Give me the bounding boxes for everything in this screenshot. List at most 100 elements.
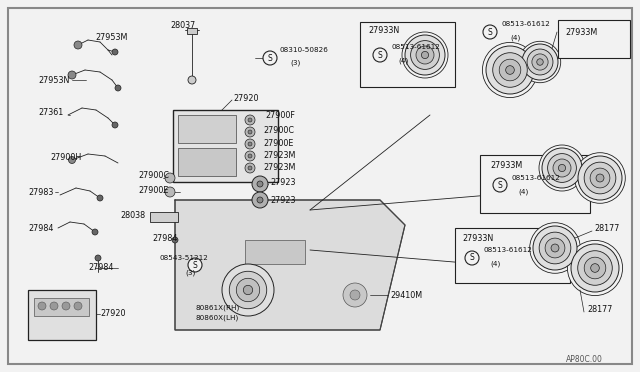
Text: 27933N: 27933N [462,234,493,243]
Circle shape [248,142,252,146]
Circle shape [343,283,367,307]
Circle shape [165,187,175,197]
Circle shape [537,59,543,65]
Circle shape [245,163,255,173]
Circle shape [591,264,599,272]
Bar [178,148,236,176]
Bar [173,110,278,182]
Circle shape [465,251,479,265]
Circle shape [545,238,565,258]
Text: 27361: 27361 [38,108,63,116]
Text: 27900E: 27900E [138,186,168,195]
Text: 27984: 27984 [88,263,113,273]
Circle shape [551,244,559,252]
Text: 27953N: 27953N [38,76,69,84]
Circle shape [74,302,82,310]
Text: 27923M: 27923M [263,151,296,160]
Circle shape [74,41,82,49]
Bar [245,240,305,264]
Circle shape [506,66,515,74]
Text: 08310-50826: 08310-50826 [280,47,329,53]
Circle shape [188,258,202,272]
Circle shape [165,173,175,183]
Circle shape [257,181,263,187]
Bar [28,290,96,340]
Circle shape [584,257,606,279]
Circle shape [172,237,178,243]
Circle shape [486,46,534,94]
Circle shape [373,48,387,62]
Circle shape [527,49,553,75]
Circle shape [248,118,252,122]
Bar [187,28,197,34]
Circle shape [248,130,252,134]
Circle shape [222,264,274,316]
Circle shape [245,127,255,137]
Text: (4): (4) [398,58,408,64]
Circle shape [499,59,521,81]
Text: (4): (4) [518,189,528,195]
Text: 27953M: 27953M [95,32,127,42]
Text: AP80C.00: AP80C.00 [566,356,603,365]
Circle shape [575,153,625,203]
Circle shape [188,76,196,84]
Circle shape [522,44,558,80]
Circle shape [590,168,610,188]
Text: 29410M: 29410M [390,291,422,299]
Circle shape [553,159,571,177]
Text: 27933M: 27933M [565,28,597,36]
Circle shape [493,178,507,192]
Text: 08513-61612: 08513-61612 [484,247,533,253]
Circle shape [257,197,263,203]
Circle shape [115,85,121,91]
Text: S: S [488,28,492,36]
Text: 27920: 27920 [233,93,259,103]
Bar [360,22,455,87]
Circle shape [236,278,260,302]
Text: 27923: 27923 [270,177,296,186]
Bar [34,298,89,316]
Circle shape [568,240,623,296]
Circle shape [533,226,577,270]
Circle shape [112,49,118,55]
Circle shape [245,151,255,161]
Text: 80861X(RH): 80861X(RH) [195,305,239,311]
Circle shape [542,148,582,188]
Text: 27900H: 27900H [50,153,81,161]
Text: 27923M: 27923M [263,163,296,171]
Circle shape [539,145,585,191]
Circle shape [252,192,268,208]
Text: 27983: 27983 [28,187,53,196]
Circle shape [405,35,445,75]
Text: S: S [378,51,382,60]
Text: S: S [470,253,474,263]
Circle shape [92,229,98,235]
Text: (3): (3) [290,60,300,66]
Circle shape [252,176,268,192]
Text: 27900F: 27900F [265,110,295,119]
Circle shape [483,25,497,39]
Circle shape [112,122,118,128]
Circle shape [402,32,448,78]
Circle shape [596,174,604,182]
Text: 08543-51212: 08543-51212 [160,255,209,261]
Circle shape [95,255,101,261]
Circle shape [532,54,548,70]
Bar [178,115,236,143]
Text: (4): (4) [510,35,520,41]
Circle shape [248,154,252,158]
Circle shape [519,41,561,83]
Text: S: S [193,260,197,269]
Circle shape [248,166,252,170]
Text: 27984: 27984 [152,234,177,243]
Circle shape [68,157,76,164]
Circle shape [62,302,70,310]
Text: 27920: 27920 [100,310,125,318]
Circle shape [263,51,277,65]
Circle shape [350,290,360,300]
Text: (3): (3) [185,270,195,276]
Bar [558,20,630,58]
Circle shape [548,154,577,182]
Circle shape [245,115,255,125]
Polygon shape [175,200,405,330]
